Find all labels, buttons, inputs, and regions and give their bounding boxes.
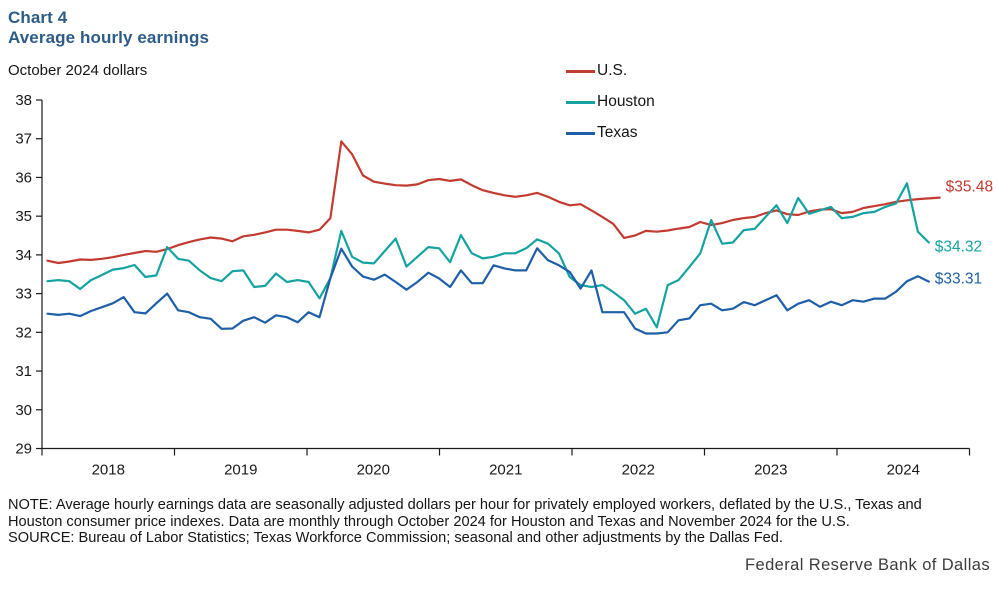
series-line-houston: [46, 182, 930, 329]
units-label: October 2024 dollars: [8, 62, 148, 79]
y-tick-label: 29: [15, 441, 32, 458]
legend-label-texas: Texas: [597, 124, 638, 141]
x-tick-label: 2018: [92, 462, 125, 479]
series-line-texas: [46, 247, 930, 335]
x-tick-label: 2019: [224, 462, 257, 479]
legend-item-texas: Texas: [566, 124, 655, 142]
chart-header: Chart 4 Average hourly earnings: [8, 8, 209, 48]
series-end-label: $35.48: [946, 179, 993, 196]
note-line-1: NOTE: Average hourly earnings data are s…: [8, 497, 922, 513]
us-line-swatch: [566, 69, 595, 73]
legend-item-houston: Houston: [566, 93, 655, 111]
y-tick-label: 32: [15, 324, 32, 341]
chart-number: Chart 4: [8, 8, 68, 27]
y-tick-label: 31: [15, 363, 32, 380]
legend: U.S. Houston Texas: [566, 62, 655, 155]
source-line: SOURCE: Bureau of Labor Statistics; Texa…: [8, 530, 783, 547]
x-tick-label: 2022: [622, 462, 655, 479]
legend-item-us: U.S.: [566, 62, 655, 80]
series-end-label: $33.31: [935, 271, 982, 288]
legend-label-houston: Houston: [597, 93, 655, 110]
note-block: NOTE: Average hourly earnings data are s…: [8, 497, 922, 547]
houston-line-swatch: [566, 100, 595, 104]
footer-brand: Federal Reserve Bank of Dallas: [745, 556, 990, 574]
legend-label-us: U.S.: [597, 62, 628, 79]
series-line-us: [46, 140, 941, 265]
y-tick-label: 34: [15, 247, 32, 264]
x-tick-label: 2021: [489, 462, 522, 479]
plot-area: 38 37 36 35 34 33 32 31 30 29 2018 2019 2020 2021 2022…: [15, 92, 993, 479]
x-tick-label: 2020: [357, 462, 390, 479]
x-tick-label: 2024: [887, 462, 920, 479]
y-tick-label: 36: [15, 169, 32, 186]
y-tick-label: 30: [15, 402, 32, 419]
page-title: Average hourly earnings: [8, 28, 210, 47]
series-end-label: $34.32: [935, 238, 982, 255]
texas-line-swatch: [566, 131, 595, 135]
y-tick-label: 35: [15, 208, 32, 225]
y-tick-label: 37: [15, 131, 32, 148]
x-tick-label: 2023: [754, 462, 787, 479]
note-line-2: Houston consumer price indexes. Data are…: [8, 513, 850, 530]
y-tick-label: 38: [15, 92, 32, 109]
y-tick-label: 33: [15, 286, 32, 303]
